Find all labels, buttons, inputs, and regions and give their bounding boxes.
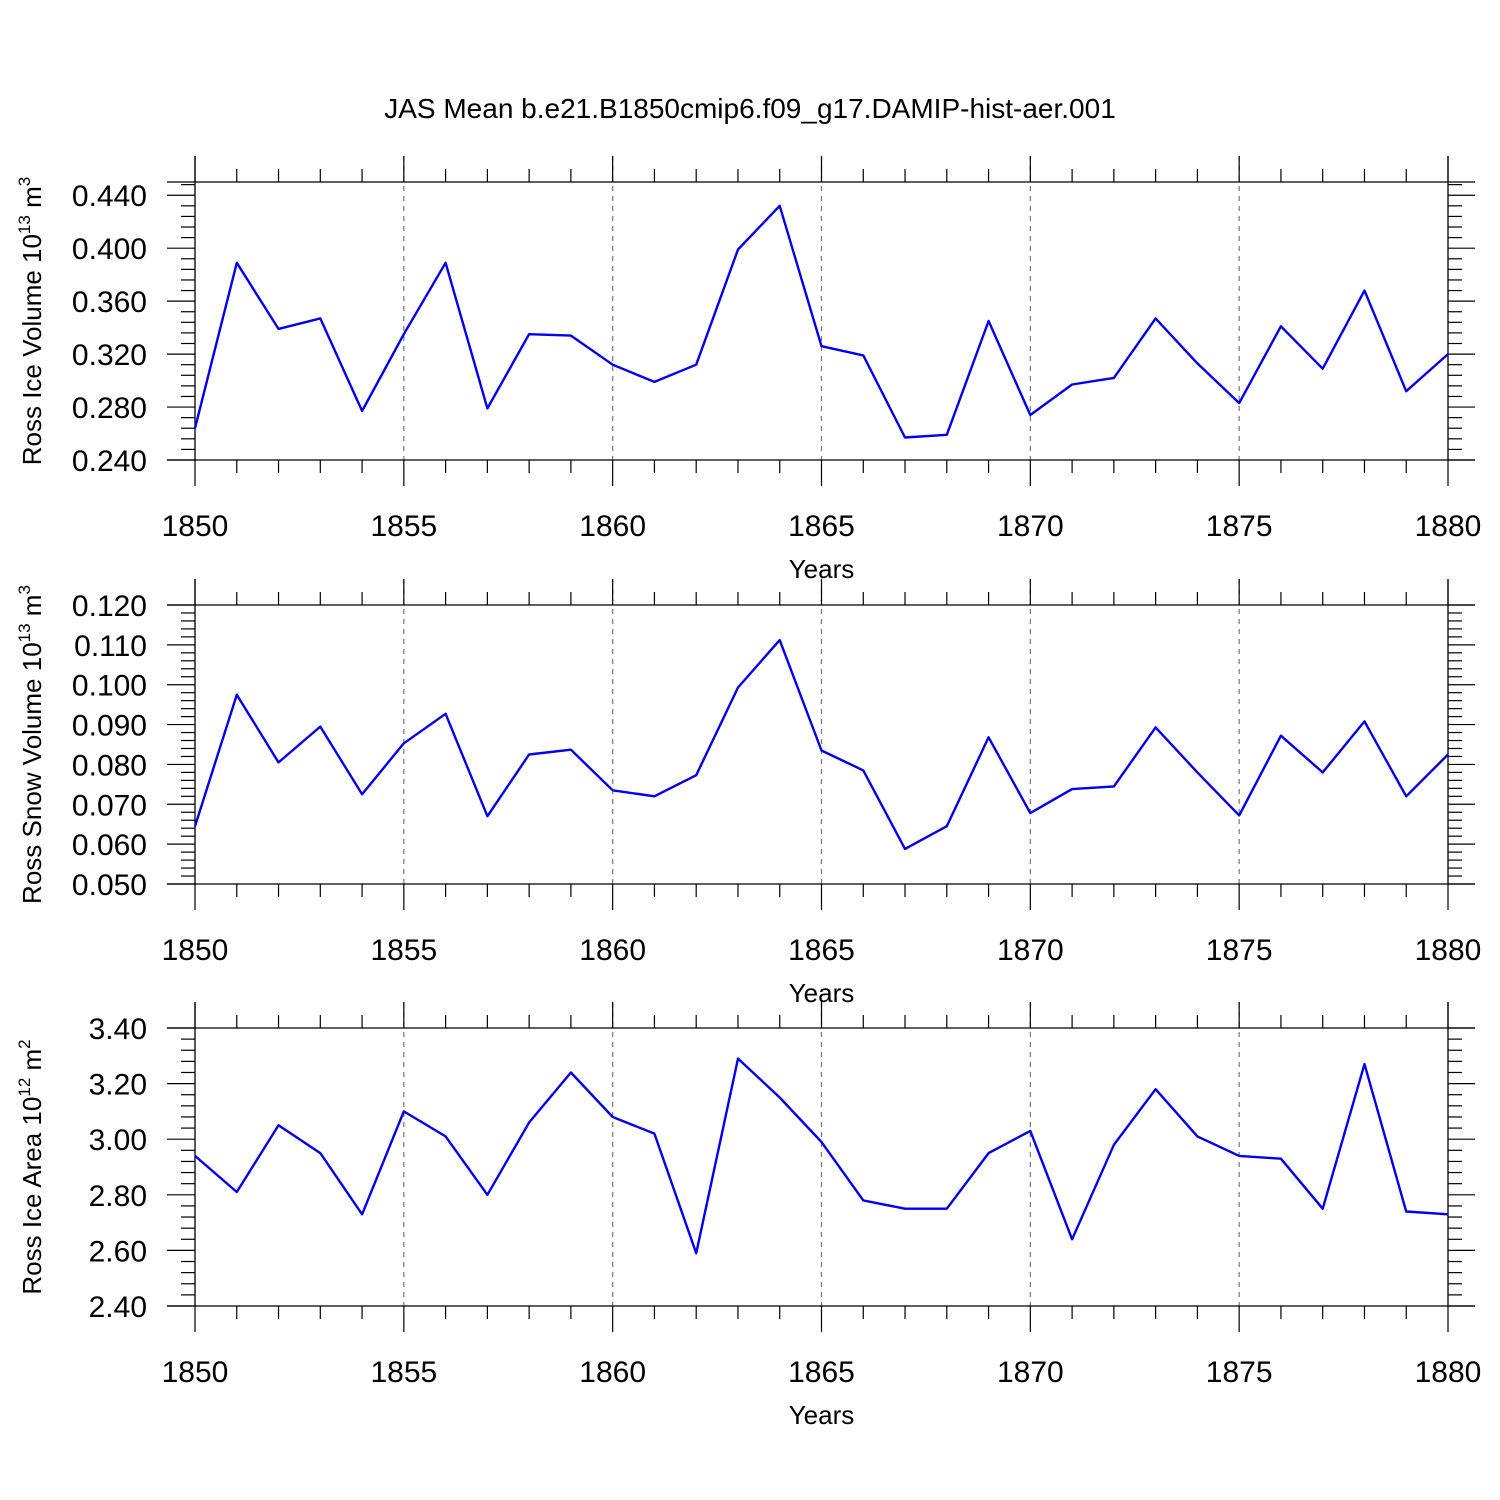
x-tick-label: 1870 <box>997 510 1064 543</box>
y-axis-label: Ross Snow Volume 1013 m3 <box>15 585 47 904</box>
y-tick-label: 2.60 <box>89 1235 147 1268</box>
y-tick-label: 3.00 <box>89 1124 147 1157</box>
x-tick-label: 1865 <box>788 934 855 967</box>
series-line <box>193 638 1449 851</box>
y-tick-label: 0.080 <box>72 749 147 782</box>
x-axis-label: Years <box>789 1400 855 1430</box>
y-tick-label: 0.320 <box>72 339 147 372</box>
x-tick-label: 1855 <box>370 1356 437 1389</box>
y-tick-label: 0.400 <box>72 233 147 266</box>
series-line <box>193 204 1449 439</box>
y-axis-label: Ross Ice Volume 1013 m3 <box>15 177 47 466</box>
x-tick-label: 1870 <box>997 934 1064 967</box>
y-tick-label: 0.240 <box>72 445 147 478</box>
x-tick-label: 1880 <box>1415 510 1482 543</box>
y-tick-label: 0.070 <box>72 789 147 822</box>
y-tick-label: 2.40 <box>89 1291 147 1324</box>
x-tick-label: 1855 <box>370 510 437 543</box>
y-tick-label: 2.80 <box>89 1180 147 1213</box>
x-tick-label: 1875 <box>1206 1356 1273 1389</box>
panels: 1850 1855 1860 1865 1870 1875 1880 0.240 0.280 0.… <box>15 156 1481 1430</box>
x-tick-label: 1860 <box>579 510 646 543</box>
x-tick-label: 1850 <box>162 934 229 967</box>
panel-3: 1850 1855 1860 1865 1870 1875 1880 2.40 2.60 2.80… <box>15 1002 1481 1430</box>
figure-title: JAS Mean b.e21.B1850cmip6.f09_g17.DAMIP-… <box>384 93 1116 124</box>
x-tick-label: 1865 <box>788 1356 855 1389</box>
y-tick-label: 0.440 <box>72 180 147 213</box>
y-axis-label: Ross Ice Area 1012 m2 <box>15 1039 47 1294</box>
y-tick-label: 0.120 <box>72 590 147 623</box>
y-tick-label: 0.060 <box>72 829 147 862</box>
y-tick-label: 0.110 <box>74 630 147 663</box>
x-tick-label: 1865 <box>788 510 855 543</box>
x-tick-label: 1875 <box>1206 510 1273 543</box>
panel-1: 1850 1855 1860 1865 1870 1875 1880 0.240 0.280 0.… <box>15 156 1481 584</box>
y-tick-label: 0.090 <box>72 710 147 743</box>
y-tick-label: 0.360 <box>72 286 147 319</box>
x-tick-label: 1850 <box>162 1356 229 1389</box>
x-tick-label: 1860 <box>579 934 646 967</box>
x-tick-label: 1850 <box>162 510 229 543</box>
y-tick-label: 0.280 <box>72 392 147 425</box>
x-tick-label: 1870 <box>997 1356 1064 1389</box>
x-tick-label: 1855 <box>370 934 437 967</box>
y-tick-label: 3.40 <box>89 1013 147 1046</box>
y-tick-label: 0.050 <box>72 869 147 902</box>
series-line <box>194 1057 1449 1255</box>
x-tick-label: 1880 <box>1415 934 1482 967</box>
x-tick-label: 1880 <box>1415 1356 1482 1389</box>
x-tick-label: 1860 <box>579 1356 646 1389</box>
panel-2: 1850 1855 1860 1865 1870 1875 1880 0.050 0.060 0.… <box>15 579 1481 1008</box>
y-tick-label: 3.20 <box>89 1069 147 1102</box>
x-tick-label: 1875 <box>1206 934 1273 967</box>
y-tick-label: 0.100 <box>72 670 147 703</box>
